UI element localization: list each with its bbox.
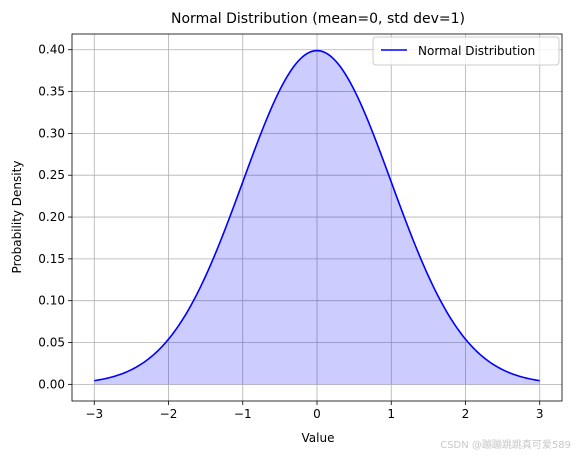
x-tick-label: 3 xyxy=(536,407,544,421)
watermark-text: CSDN @蹦蹦跳跳真可爱589 xyxy=(440,438,571,451)
legend: Normal Distribution xyxy=(372,36,560,66)
legend-label: Normal Distribution xyxy=(418,44,535,58)
y-tick-label: 0.05 xyxy=(38,336,65,350)
x-axis-label: Value xyxy=(302,431,335,445)
x-tick-label: 1 xyxy=(387,407,395,421)
x-tick-label: 2 xyxy=(462,407,470,421)
y-tick-label: 0.35 xyxy=(38,85,65,99)
y-tick-label: 0.10 xyxy=(38,294,65,308)
x-tick-label: 0 xyxy=(313,407,321,421)
legend-box xyxy=(372,36,560,66)
x-tick-label: −1 xyxy=(234,407,252,421)
x-tick-label: −3 xyxy=(85,407,103,421)
y-axis-label: Probability Density xyxy=(10,161,24,274)
density-curve-line xyxy=(94,49,540,382)
y-tick-label: 0.40 xyxy=(38,43,65,57)
y-axis-ticks: 0.00 0.05 0.10 0.15 0.20 0.25 0.30 0.35 0.40 xyxy=(38,43,72,391)
y-tick-label: 0.25 xyxy=(38,168,65,182)
x-tick-label: −2 xyxy=(160,407,178,421)
chart-title: Normal Distribution (mean=0, std dev=1) xyxy=(171,11,465,27)
y-tick-label: 0.20 xyxy=(38,210,65,224)
y-tick-label: 0.15 xyxy=(38,252,65,266)
x-axis-ticks: −3 −2 −1 0 1 2 3 xyxy=(85,401,544,421)
y-tick-label: 0.30 xyxy=(38,126,65,140)
y-tick-label: 0.00 xyxy=(38,377,65,391)
density-area-fill xyxy=(94,50,540,385)
grid xyxy=(72,34,562,401)
